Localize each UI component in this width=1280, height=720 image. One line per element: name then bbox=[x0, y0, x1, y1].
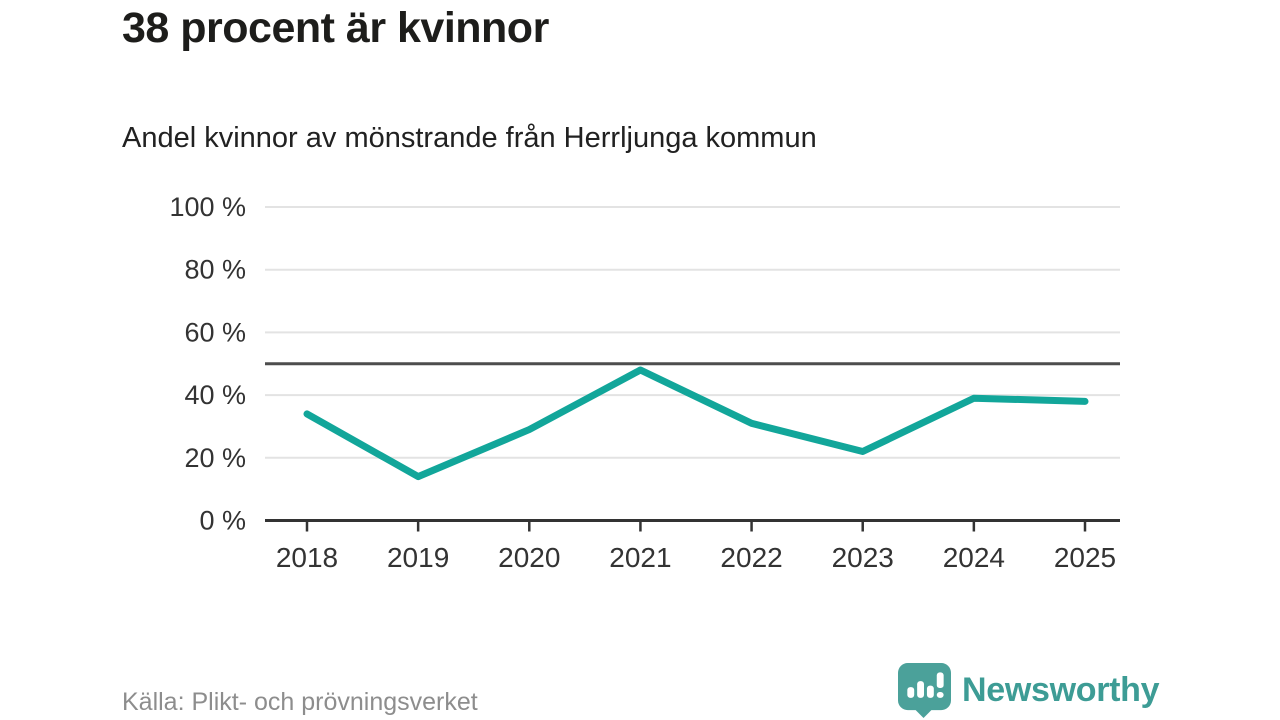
chart-subtitle: Andel kvinnor av mönstrande från Herrlju… bbox=[122, 122, 817, 154]
x-tick-label: 2018 bbox=[276, 542, 338, 573]
newsworthy-icon bbox=[898, 663, 951, 718]
bar-glyph-3 bbox=[926, 685, 934, 698]
x-tick-label: 2025 bbox=[1054, 542, 1116, 573]
source-note: Källa: Plikt- och prövningsverket bbox=[122, 688, 478, 716]
x-tick-label: 2021 bbox=[609, 542, 671, 573]
y-tick-label: 40 % bbox=[184, 380, 246, 410]
y-tick-label: 20 % bbox=[184, 443, 246, 473]
exclamation-dot-glyph bbox=[936, 691, 944, 698]
chart-title: 38 procent är kvinnor bbox=[122, 4, 549, 52]
x-tick-label: 2023 bbox=[832, 542, 894, 573]
exclamation-bar-glyph bbox=[936, 672, 944, 689]
x-tick-label: 2024 bbox=[943, 542, 1005, 573]
bar-glyph-2 bbox=[917, 681, 925, 698]
brand-name: Newsworthy bbox=[962, 671, 1160, 709]
data-line bbox=[303, 366, 1089, 481]
x-tick-label: 2022 bbox=[720, 542, 782, 573]
x-tick-label: 2020 bbox=[498, 542, 560, 573]
y-tick-label: 60 % bbox=[184, 317, 246, 347]
speech-bubble-shape bbox=[898, 663, 951, 718]
brand-logo: Newsworthy bbox=[898, 663, 1160, 718]
x-tick-label: 2019 bbox=[387, 542, 449, 573]
y-tick-label: 80 % bbox=[184, 255, 246, 285]
y-tick-label: 0 % bbox=[199, 506, 246, 536]
bar-glyph-1 bbox=[907, 687, 915, 698]
y-tick-label: 100 % bbox=[169, 192, 246, 222]
